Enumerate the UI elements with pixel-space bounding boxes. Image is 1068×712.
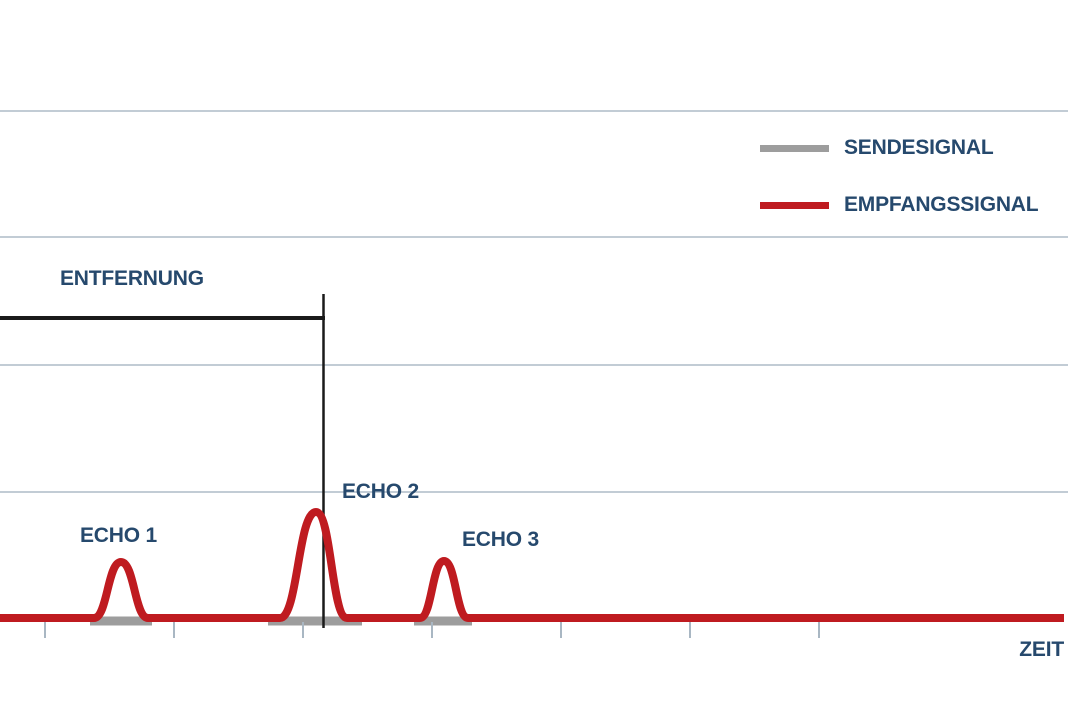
legend-item-empfangssignal: EMPFANGSSIGNAL	[760, 193, 1039, 217]
legend-label-empfangssignal: EMPFANGSSIGNAL	[844, 193, 1039, 216]
echo2-label: ECHO 2	[342, 480, 419, 503]
time-axis-label: ZEIT	[1019, 638, 1064, 661]
legend-label-sendesignal: SENDESIGNAL	[844, 136, 994, 159]
echo1-label: ECHO 1	[80, 524, 157, 547]
legend-item-sendesignal: SENDESIGNAL	[760, 136, 994, 160]
empfangssignal-line	[0, 508, 1064, 622]
empfangssignal-line-swatch	[760, 201, 829, 209]
echo3-label: ECHO 3	[462, 528, 539, 551]
sendesignal-line-swatch	[760, 144, 829, 152]
distance-label: ENTFERNUNG	[60, 267, 204, 290]
